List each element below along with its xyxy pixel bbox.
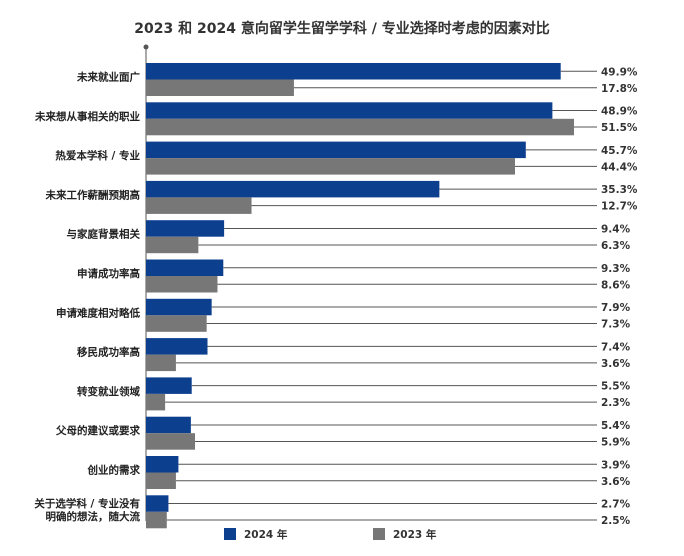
category-label: 父母的建议或要求 xyxy=(55,424,140,437)
value-label: 51.5% xyxy=(601,122,638,134)
category-label: 移民成功率高 xyxy=(77,346,140,359)
bar-2023 xyxy=(146,315,207,332)
bar-2024 xyxy=(146,141,526,159)
value-label: 3.9% xyxy=(601,459,631,471)
axis-dot xyxy=(143,44,149,50)
bar-2023 xyxy=(146,472,176,489)
value-label: 6.3% xyxy=(601,240,631,252)
legend-swatch xyxy=(224,528,236,540)
value-label: 17.8% xyxy=(601,83,638,95)
value-label: 5.9% xyxy=(601,436,631,448)
value-label: 2.3% xyxy=(601,397,631,409)
bar-2024 xyxy=(146,220,225,237)
bar-2023 xyxy=(146,236,199,254)
value-label: 9.4% xyxy=(601,223,631,235)
value-label: 45.7% xyxy=(601,145,638,157)
legend-swatch xyxy=(373,528,385,540)
bar-2024 xyxy=(146,416,191,434)
bar-2023 xyxy=(146,511,167,529)
category-label-line: 明确的想法，随大流 xyxy=(46,510,141,523)
bar-2023 xyxy=(146,276,218,293)
legend: 2024 年 2023 年 xyxy=(224,528,437,541)
value-label: 35.3% xyxy=(601,184,638,196)
value-label: 7.4% xyxy=(601,341,631,353)
bar-2024 xyxy=(146,259,224,276)
value-label: 48.9% xyxy=(601,106,638,118)
bar-2024 xyxy=(146,495,169,512)
category-label: 与家庭背景相关 xyxy=(67,228,141,241)
bar-2024 xyxy=(146,338,208,355)
value-label: 8.6% xyxy=(601,279,631,291)
value-label: 2.7% xyxy=(601,499,631,511)
value-label: 2.5% xyxy=(601,515,631,527)
category-label: 申请难度相对略低 xyxy=(56,306,140,319)
bar-2023 xyxy=(146,79,294,96)
value-label: 9.3% xyxy=(601,263,631,275)
value-label: 5.4% xyxy=(601,420,631,432)
value-label: 7.9% xyxy=(601,302,631,314)
category-label: 申请成功率高 xyxy=(77,267,140,280)
legend-label: 2024 年 xyxy=(244,528,288,541)
value-label: 49.9% xyxy=(601,66,638,78)
bar-2023 xyxy=(146,118,574,136)
value-label: 3.6% xyxy=(601,476,631,488)
category-label: 关于选学科 / 专业没有明确的想法，随大流 xyxy=(34,497,140,523)
bar-2023 xyxy=(146,197,252,214)
category-label: 创业的需求 xyxy=(87,464,141,477)
category-label: 未来工作薪酬预期高 xyxy=(45,188,141,201)
bar-2024 xyxy=(146,102,553,119)
bar-2024 xyxy=(146,377,192,394)
bar-2023 xyxy=(146,354,176,372)
bar-2024 xyxy=(146,298,212,316)
category-label: 转变就业领域 xyxy=(77,385,140,398)
category-label-line: 关于选学科 / 专业没有 xyxy=(34,497,140,510)
chart-title: 2023 和 2024 意向留学生留学学科 / 专业选择时考虑的因素对比 xyxy=(134,21,550,37)
legend-label: 2023 年 xyxy=(393,528,437,541)
bar-2024 xyxy=(146,180,440,198)
category-label: 未来想从事相关的职业 xyxy=(34,110,140,123)
value-label: 44.4% xyxy=(601,161,638,173)
bar-2023 xyxy=(146,393,166,411)
bar-2024 xyxy=(146,63,561,80)
value-label: 12.7% xyxy=(601,201,638,213)
bars-layer: 未来就业面广 49.9% 17.8% 未来想从事相关的职业 48.9% 51.5% 热爱本学… xyxy=(34,63,638,529)
value-label: 7.3% xyxy=(601,319,631,331)
bar-2023 xyxy=(146,433,196,450)
value-label: 5.5% xyxy=(601,381,631,393)
value-label: 3.6% xyxy=(601,358,631,370)
bar-2023 xyxy=(146,158,515,175)
bar-2024 xyxy=(146,456,179,473)
category-label: 热爱本学科 / 专业 xyxy=(55,149,140,162)
category-label: 未来就业面广 xyxy=(76,71,140,84)
